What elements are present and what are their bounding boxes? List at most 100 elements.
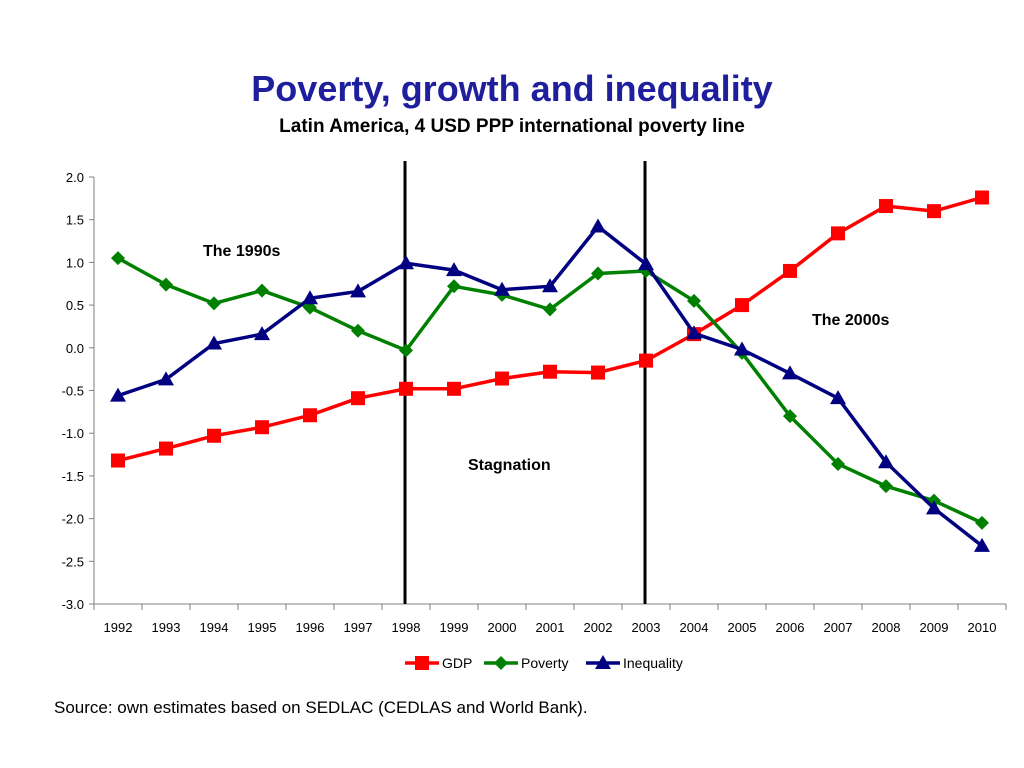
series-poverty (111, 251, 989, 530)
x-tick-label: 1999 (440, 620, 469, 635)
legend-item-gdp: GDP (405, 655, 472, 671)
gdp-point-1994 (207, 428, 221, 443)
gdp-point-1995 (255, 420, 269, 435)
chart-title: Poverty, growth and inequality (251, 68, 773, 109)
period-divider-lines (403, 161, 647, 604)
chart-legend: GDP Poverty Inequality (405, 655, 683, 671)
y-tick-label: -2.5 (62, 554, 84, 569)
poverty-point-1995 (255, 283, 269, 298)
legend-marker-poverty (494, 656, 508, 670)
inequality-point-2007 (830, 390, 846, 405)
inequality-line (117, 224, 984, 548)
inequality-point-1997 (350, 283, 366, 298)
inequality-point-1993 (158, 371, 174, 386)
x-tick-label: 2003 (632, 620, 661, 635)
legend-label-gdp: GDP (442, 655, 472, 671)
legend-label-inequality: Inequality (623, 655, 683, 671)
x-tick-label: 2009 (920, 620, 949, 635)
x-tick-label: 1992 (104, 620, 133, 635)
legend-marker-gdp (415, 656, 429, 670)
y-tick-label: 1.0 (66, 255, 84, 270)
legend-label-poverty: Poverty (521, 655, 568, 671)
x-tick-label: 2008 (872, 620, 901, 635)
annotation-the-1990s: The 1990s (203, 243, 280, 260)
chart-axes: 2.0 1.5 1.0 0.5 0.0 -0.5 -1.0 -1.5 -2.0 -2.5 -3.0 1… (62, 170, 1007, 635)
inequality-point-1994 (206, 335, 222, 350)
x-tick-label: 1997 (344, 620, 373, 635)
legend-item-poverty: Poverty (484, 655, 568, 671)
poverty-point-1992 (111, 251, 125, 266)
poverty-point-1993 (159, 277, 173, 292)
gdp-point-1997 (351, 391, 365, 406)
poverty-point-2007 (831, 456, 845, 471)
y-tick-label: -1.0 (62, 426, 84, 441)
inequality-point-1992 (110, 387, 126, 402)
legend-item-inequality: Inequality (586, 655, 683, 671)
gdp-point-1992 (111, 453, 125, 468)
inequality-point-2002 (590, 218, 606, 233)
inequality-point-2001 (542, 278, 558, 293)
y-tick-label: 0.0 (66, 341, 84, 356)
gdp-point-1996 (303, 408, 317, 423)
inequality-point-1996 (302, 290, 318, 305)
poverty-point-1999 (447, 279, 461, 294)
x-tick-label: 2007 (824, 620, 853, 635)
y-tick-label: -0.5 (62, 384, 84, 399)
inequality-point-2005 (734, 341, 750, 356)
series-inequality (110, 218, 990, 552)
gdp-point-2002 (591, 365, 605, 380)
poverty-point-1997 (351, 323, 365, 338)
inequality-point-1995 (254, 326, 270, 341)
x-tick-label: 1994 (200, 620, 229, 635)
chart-subtitle: Latin America, 4 USD PPP international p… (279, 116, 745, 137)
y-tick-label: 1.5 (66, 213, 84, 228)
y-tick-label: -3.0 (62, 597, 84, 612)
y-tick-label: 0.5 (66, 298, 84, 313)
gdp-point-1993 (159, 441, 173, 456)
poverty-point-2002 (591, 266, 605, 281)
poverty-point-2006 (783, 409, 797, 424)
poverty-point-1994 (207, 296, 221, 311)
gdp-point-2003 (639, 353, 653, 368)
legend-marker-inequality (595, 655, 611, 669)
gdp-point-2007 (831, 226, 845, 241)
annotation-stagnation: Stagnation (468, 457, 551, 474)
x-tick-label: 2000 (488, 620, 517, 635)
gdp-point-1998 (399, 381, 413, 396)
inequality-point-2009 (926, 500, 942, 515)
gdp-point-2006 (783, 263, 797, 278)
gdp-point-2000 (495, 371, 509, 386)
inequality-point-2004 (686, 325, 702, 340)
x-tick-label: 2005 (728, 620, 757, 635)
series-gdp (111, 190, 989, 468)
poverty-line (117, 256, 983, 525)
x-tick-label: 1996 (296, 620, 325, 635)
source-note: Source: own estimates based on SEDLAC (C… (54, 698, 588, 717)
inequality-point-2006 (782, 365, 798, 380)
gdp-point-2009 (927, 204, 941, 219)
y-tick-label: -1.5 (62, 469, 84, 484)
y-tick-label: 2.0 (66, 170, 84, 185)
poverty-point-2010 (975, 515, 989, 530)
x-tick-label: 2004 (680, 620, 709, 635)
gdp-point-2008 (879, 199, 893, 214)
inequality-point-2010 (974, 537, 990, 552)
x-tick-label: 1995 (248, 620, 277, 635)
x-tick-label: 1993 (152, 620, 181, 635)
inequality-point-1998 (398, 255, 414, 270)
gdp-point-1999 (447, 381, 461, 396)
x-tick-label: 2010 (968, 620, 997, 635)
gdp-point-2005 (735, 298, 749, 313)
chart-annotations: The 1990s The 2000s Stagnation (203, 243, 889, 474)
chart-series (110, 190, 990, 552)
poverty-point-2008 (879, 479, 893, 494)
x-tick-label: 2001 (536, 620, 565, 635)
inequality-point-2003 (638, 256, 654, 271)
x-tick-label: 2002 (584, 620, 613, 635)
gdp-point-2001 (543, 364, 557, 379)
annotation-the-2000s: The 2000s (812, 312, 889, 329)
y-tick-label: -2.0 (62, 512, 84, 527)
gdp-point-2010 (975, 190, 989, 205)
inequality-point-2000 (494, 281, 510, 296)
